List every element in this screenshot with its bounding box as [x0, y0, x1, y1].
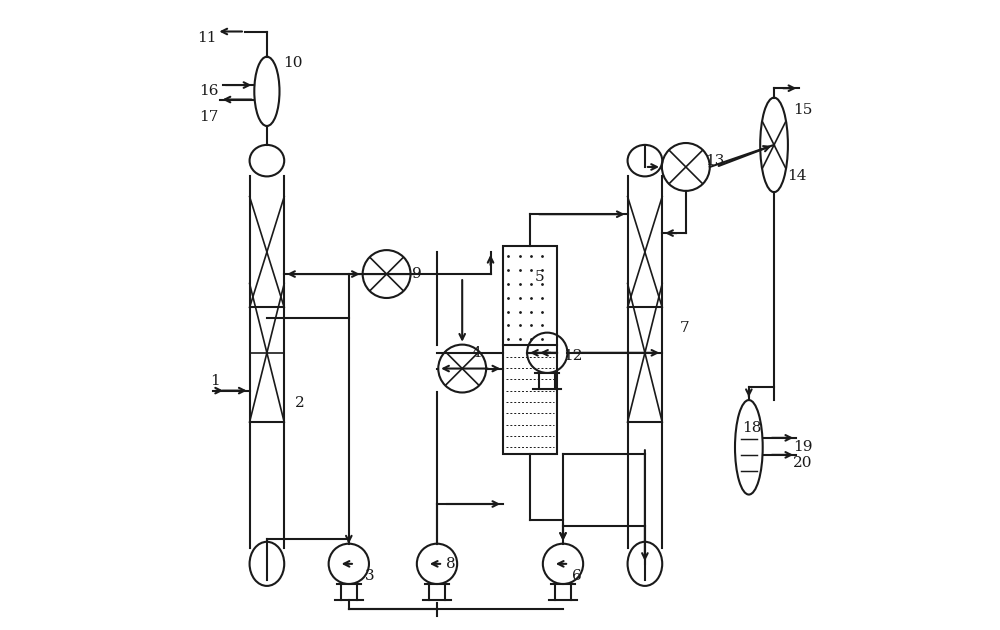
- Text: 13: 13: [705, 154, 724, 168]
- Text: 3: 3: [365, 570, 374, 583]
- Text: 20: 20: [793, 456, 812, 470]
- Text: 7: 7: [680, 321, 689, 335]
- Text: 10: 10: [283, 56, 302, 70]
- Text: 1: 1: [210, 374, 220, 388]
- Text: 2: 2: [295, 396, 305, 410]
- Text: 15: 15: [793, 103, 812, 117]
- Bar: [503, 246, 557, 454]
- Text: 14: 14: [787, 169, 806, 183]
- Text: 5: 5: [535, 270, 544, 284]
- Text: 17: 17: [199, 110, 218, 123]
- Text: 16: 16: [199, 84, 218, 98]
- Text: 6: 6: [572, 570, 582, 583]
- Text: 4: 4: [472, 346, 481, 360]
- Text: 8: 8: [446, 557, 456, 571]
- Text: 18: 18: [743, 421, 762, 435]
- Text: 19: 19: [793, 440, 812, 454]
- Text: 9: 9: [412, 267, 422, 281]
- Text: 11: 11: [198, 31, 217, 45]
- Text: 12: 12: [563, 349, 582, 363]
